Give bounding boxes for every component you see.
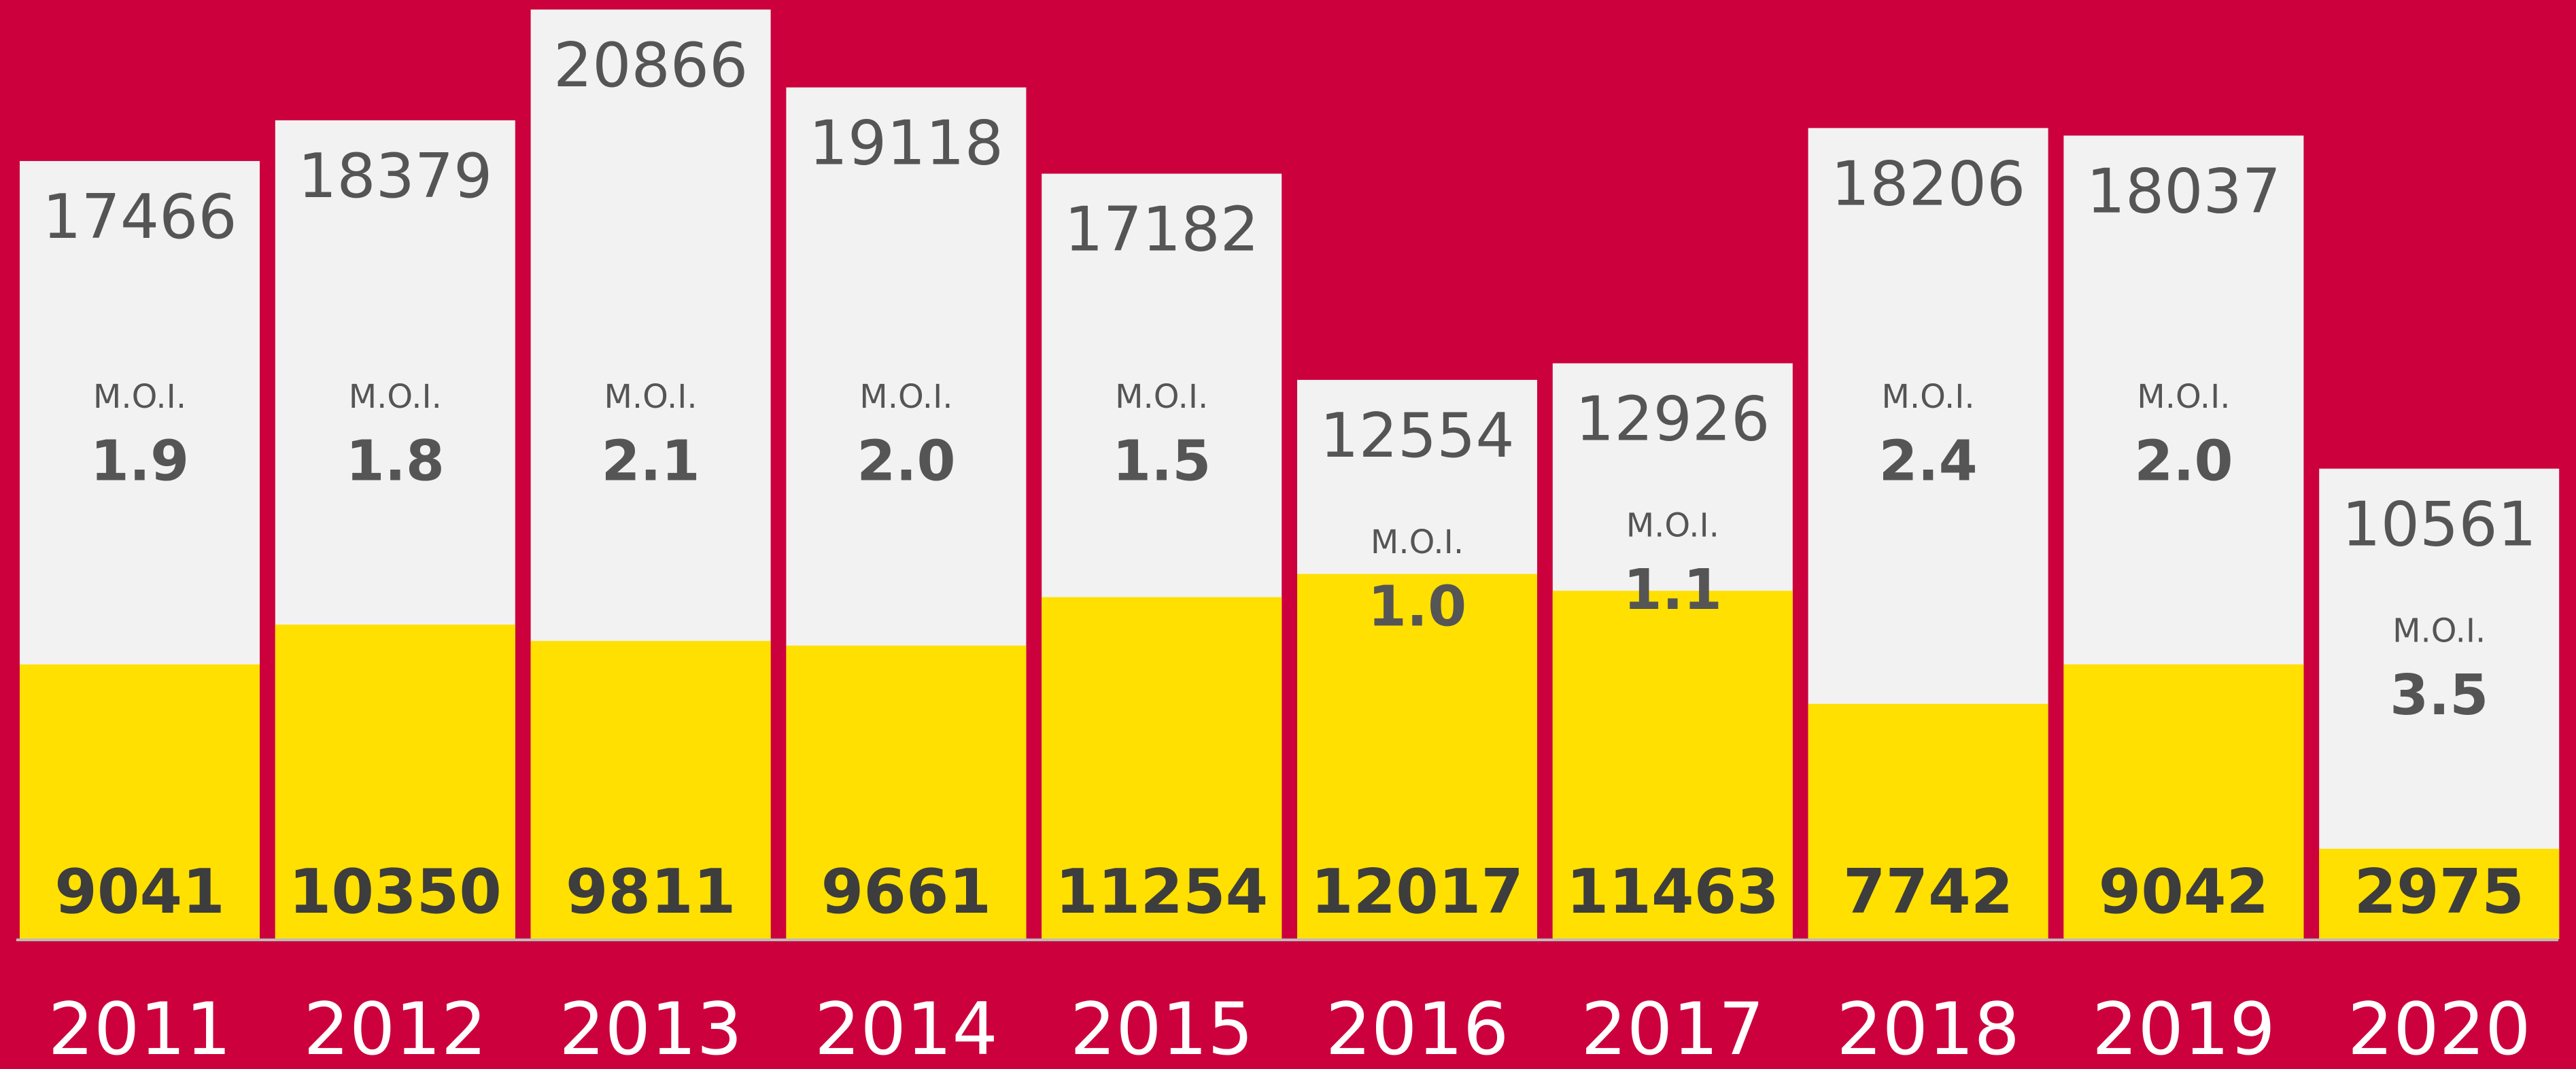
yellow-bar [1808,703,2048,939]
moi-label: M.O.I. [93,378,186,416]
total-label: 18206 [1831,148,2025,220]
year-label: 2011 [48,987,232,1069]
year-label: 2018 [1836,987,2020,1069]
yellow-bar [530,641,771,939]
moi-label: M.O.I. [1882,378,1975,416]
yellow-bar [2319,848,2560,939]
yellow-bar [275,625,515,939]
moi-value: 1.8 [346,429,445,493]
moi-value: 1.9 [90,429,189,493]
year-label: 2019 [2092,987,2276,1069]
total-label: 17182 [1065,194,1259,265]
total-label: 10561 [2342,489,2537,561]
moi-label: M.O.I. [349,378,442,416]
yellow-bar [786,645,1027,939]
year-label: 2014 [814,987,998,1069]
moi-value: 1.1 [1624,558,1722,623]
moi-label: M.O.I. [2392,612,2486,650]
yellow-bar [1552,591,1793,939]
moi-value: 1.0 [1368,574,1466,639]
yellow-bar [1297,574,1537,939]
moi-label: M.O.I. [859,378,952,416]
moi-label: M.O.I. [1626,507,1719,545]
year-label: 2020 [2348,987,2531,1069]
total-label: 20866 [553,30,748,101]
yellow-bar [20,664,260,939]
moi-value: 3.5 [2390,663,2488,728]
moi-value: 2.4 [1878,429,1977,493]
yellow-label: 10350 [289,856,502,928]
moi-value: 2.0 [2134,429,2233,493]
total-label: 12554 [1320,400,1514,472]
yellow-label: 9041 [54,856,225,928]
moi-label: M.O.I. [1115,378,1208,416]
year-label: 2017 [1581,987,1764,1069]
year-label: 2016 [1326,987,1509,1069]
total-label: 18379 [298,141,492,212]
total-label: 19118 [809,108,1003,179]
moi-value: 2.1 [601,429,700,493]
yellow-label: 12017 [1311,856,1524,928]
yellow-label: 9811 [566,856,736,928]
yellow-label: 7742 [1843,856,2014,928]
moi-value: 2.0 [857,429,955,493]
yellow-label: 2975 [2354,856,2524,928]
moi-label: M.O.I. [604,378,698,416]
total-label: 18037 [2086,156,2281,227]
yellow-label: 11254 [1055,856,1268,928]
yellow-label: 11463 [1566,856,1779,928]
yellow-bar [2063,664,2304,939]
yellow-bar [1042,597,1282,939]
moi-label: M.O.I. [1371,523,1464,561]
total-label: 17466 [42,181,237,253]
year-label: 2012 [303,987,487,1069]
yellow-label: 9042 [2099,856,2269,928]
year-label: 2015 [1070,987,1254,1069]
yellow-label: 9661 [821,856,992,928]
moi-value: 1.5 [1112,429,1211,493]
moi-label: M.O.I. [2137,378,2230,416]
total-label: 12926 [1575,383,1770,455]
year-label: 2013 [559,987,742,1069]
